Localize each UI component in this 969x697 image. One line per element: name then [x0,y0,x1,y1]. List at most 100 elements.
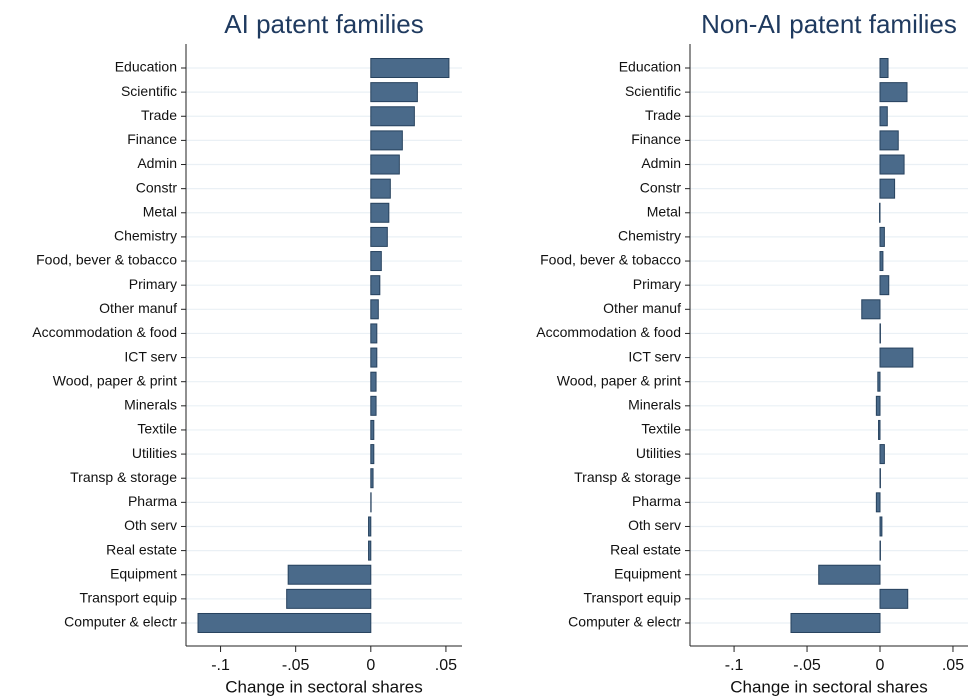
y-tick-label: Constr [136,179,178,195]
x-axis-title: Change in sectoral shares [225,677,423,696]
bar [875,395,881,416]
bar [879,106,888,127]
bar [370,371,377,392]
bar [879,588,909,609]
y-tick-label: Admin [641,155,681,171]
y-tick-label: Pharma [632,493,681,509]
bar [370,395,377,416]
y-tick-label: Textile [641,421,681,437]
bar [790,612,881,633]
y-tick-label: Chemistry [114,228,177,244]
bar [879,58,889,78]
bar [370,323,378,344]
bar [879,226,885,247]
bar [879,444,885,465]
y-tick-label: Finance [127,131,177,147]
y-tick-label: Constr [640,179,682,195]
y-tick-label: Education [115,59,177,75]
y-tick-label: Real estate [106,541,177,557]
y-tick-label: Oth serv [124,517,177,533]
bar [877,371,881,392]
bar [370,154,400,175]
y-tick-label: Pharma [128,493,177,509]
x-tick-label: .05 [435,657,457,674]
bar [197,612,372,633]
y-tick-label: Utilities [636,445,681,461]
bar [370,251,382,272]
bar [370,299,379,320]
y-tick-label: Minerals [124,397,177,413]
y-tick-label: Finance [631,131,681,147]
y-tick-label: Computer & electr [568,614,681,630]
y-tick-label: Transport equip [79,590,177,606]
y-tick-label: Admin [137,155,177,171]
x-axis-title: Change in sectoral shares [730,677,928,696]
y-tick-label: Metal [647,203,681,219]
bar [879,251,884,272]
chart-title: AI patent families [224,9,423,39]
x-tick-label: -.1 [725,657,744,674]
chart-title: Non-AI patent families [701,9,957,39]
y-tick-label: Chemistry [618,228,681,244]
bar [861,299,881,320]
y-tick-label: Primary [129,276,177,292]
x-tick-label: -.05 [793,657,821,674]
y-tick-label: Scientific [121,83,177,99]
y-tick-label: Accommodation & food [536,324,681,340]
y-tick-label: Equipment [110,565,177,581]
bar [879,275,890,296]
bar [370,178,391,199]
y-tick-label: Trade [645,107,681,123]
x-tick-label: 0 [876,657,885,674]
bar [370,82,418,103]
y-tick-label: Transp & storage [574,469,681,485]
bar [370,106,415,127]
bar [370,468,374,489]
y-tick-label: Scientific [625,83,681,99]
y-tick-label: Other manuf [603,300,681,316]
bar [287,564,372,585]
bar [370,130,403,151]
bar [879,347,914,368]
bar [368,516,372,537]
y-tick-label: Real estate [610,541,681,557]
bar [879,516,883,537]
x-tick-label: 0 [366,657,375,674]
y-tick-label: Oth serv [628,517,681,533]
bar [879,82,908,103]
bar [286,588,372,609]
y-tick-label: Wood, paper & print [53,372,177,388]
bar [370,347,378,368]
x-tick-label: -.1 [211,657,230,674]
y-tick-label: Equipment [614,565,681,581]
y-tick-label: Wood, paper & print [557,372,681,388]
bar [878,419,881,440]
y-tick-label: Utilities [132,445,177,461]
bar [370,275,381,296]
y-tick-label: Metal [143,203,177,219]
bar [879,130,899,151]
y-tick-label: ICT serv [628,348,681,364]
y-tick-label: Primary [633,276,681,292]
y-tick-label: Food, bever & tobacco [540,252,681,268]
y-tick-label: Textile [137,421,177,437]
bar [879,178,896,199]
y-tick-label: Minerals [628,397,681,413]
bar [370,226,388,247]
x-tick-label: -.05 [282,657,310,674]
y-tick-label: Trade [141,107,177,123]
bar [370,202,390,223]
y-tick-label: Other manuf [99,300,177,316]
y-tick-label: Education [619,59,681,75]
bar [879,154,905,175]
bar [370,444,375,465]
y-tick-label: Transp & storage [70,469,177,485]
bar [875,492,881,513]
y-tick-label: Food, bever & tobacco [36,252,177,268]
bar [818,564,881,585]
bar [370,419,375,440]
x-tick-label: .05 [942,657,964,674]
bar [370,58,450,78]
y-tick-label: Computer & electr [64,614,177,630]
